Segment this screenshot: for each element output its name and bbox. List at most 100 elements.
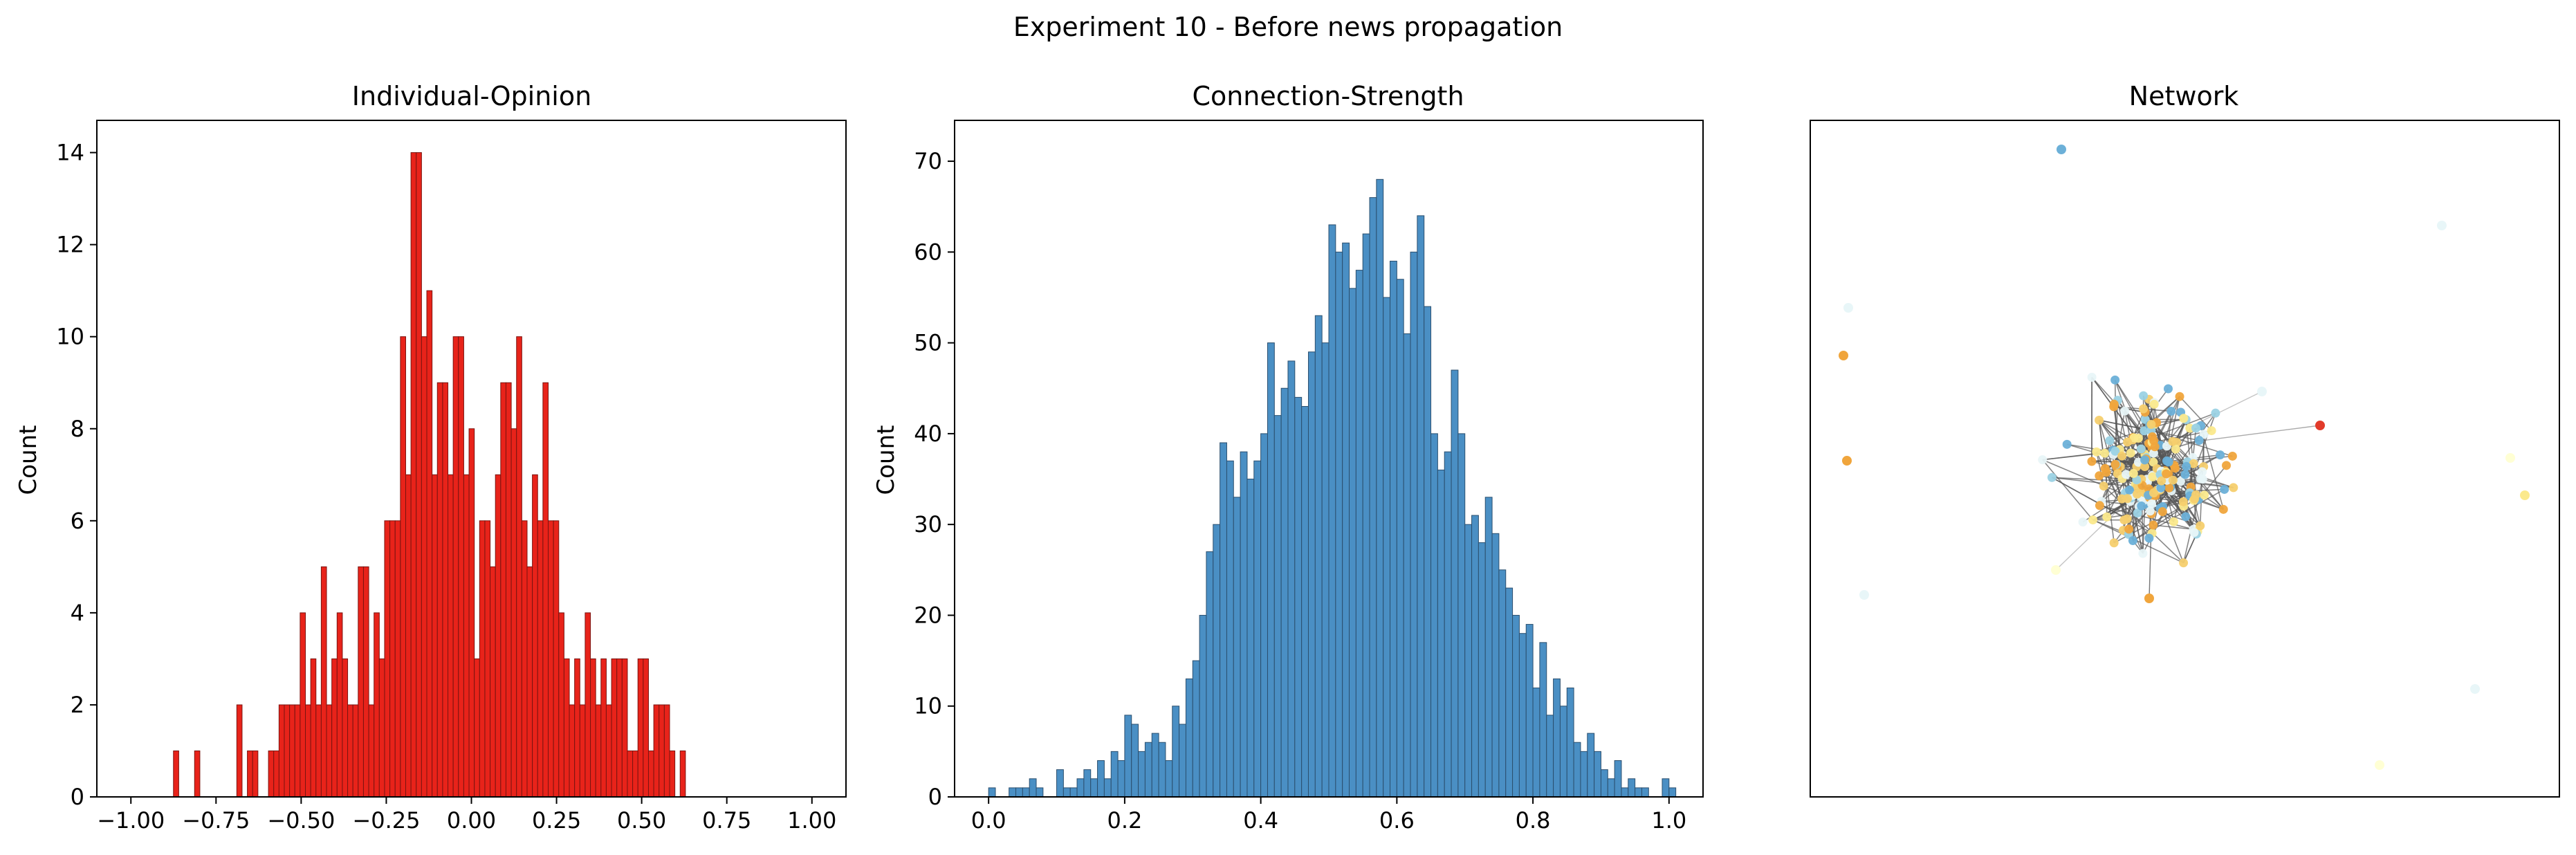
network-node: [2147, 499, 2157, 508]
connection-strength-bar: [1587, 733, 1595, 798]
network-node: [2211, 408, 2220, 418]
connection-strength-bar: [1430, 433, 1438, 798]
network-node: [2190, 494, 2200, 504]
connection-strength-bar: [1131, 724, 1139, 798]
connection-strength-bar: [1518, 633, 1527, 798]
connection-strength-bar: [1464, 524, 1473, 798]
network-node: [2139, 404, 2149, 414]
connection-strength-bar: [1369, 197, 1377, 798]
network-node: [2120, 406, 2130, 416]
connection-strength-bar: [1103, 778, 1112, 798]
individual-opinion-y-tick-label: 10: [56, 324, 84, 350]
individual-opinion-bar: [659, 704, 665, 798]
connection-strength-bar: [988, 787, 996, 798]
network-node: [2144, 594, 2154, 603]
individual-opinion-bar: [516, 336, 522, 798]
connection-strength-bar: [1213, 524, 1221, 798]
individual-opinion-bar: [574, 658, 580, 798]
connection-strength-bar: [1410, 251, 1418, 798]
individual-opinion-x-tick-label: 0.75: [702, 807, 751, 834]
network-node: [2139, 391, 2149, 401]
individual-opinion-bar: [331, 658, 338, 798]
individual-opinion-bar: [342, 658, 349, 798]
individual-opinion-bar: [326, 704, 333, 798]
individual-opinion-y-tick-label: 14: [56, 140, 84, 166]
connection-strength-bar: [1635, 787, 1642, 798]
connection-strength-bar: [1307, 351, 1316, 798]
connection-strength-bar: [1559, 706, 1567, 798]
individual-opinion-bar: [590, 658, 596, 798]
connection-strength-x-tick-label: 0.0: [971, 807, 1006, 834]
individual-opinion-bar: [500, 382, 506, 798]
connection-strength-bar: [1151, 733, 1159, 798]
panel-title-individual-opinion: Individual-Opinion: [352, 81, 591, 111]
individual-opinion-bar: [468, 428, 475, 798]
network-node: [2216, 450, 2225, 460]
individual-opinion-bar: [358, 566, 364, 798]
individual-opinion-x-tick-label: 1.00: [787, 807, 836, 834]
network-node: [2163, 384, 2173, 394]
y-axis-label-connection-strength: Count: [872, 425, 900, 495]
individual-opinion-y-tick-label: 2: [71, 692, 84, 718]
connection-strength-bar: [1076, 778, 1085, 798]
network-node: [2122, 470, 2131, 479]
network-node: [2227, 451, 2237, 461]
network-node: [2178, 497, 2188, 506]
network-node: [2123, 494, 2133, 504]
network-node: [2145, 506, 2155, 516]
network-node: [2140, 461, 2150, 471]
connection-strength-bar: [1349, 288, 1356, 798]
connection-strength-bar: [1144, 742, 1152, 798]
connection-strength-bar: [1022, 787, 1030, 798]
network-node: [2126, 448, 2135, 458]
connection-strength-bar: [1457, 433, 1466, 798]
individual-opinion-bar: [416, 152, 422, 798]
network-node: [2110, 375, 2120, 385]
network-node: [2207, 426, 2216, 436]
network-node: [2095, 501, 2104, 511]
individual-opinion-bar: [563, 658, 570, 798]
network-node: [2133, 489, 2142, 499]
individual-opinion-bar: [611, 658, 618, 798]
network-node: [2191, 423, 2201, 433]
network-edge: [2200, 425, 2225, 510]
connection-strength-bar: [1179, 724, 1186, 798]
connection-strength-bar: [1110, 751, 1119, 798]
connection-strength-bar: [1376, 178, 1384, 798]
network-edge: [2066, 443, 2166, 474]
network-edge: [2092, 519, 2184, 564]
plot-frame-connection-strength: [954, 120, 1704, 798]
network-node: [2148, 472, 2158, 481]
network-node: [2140, 426, 2149, 436]
network-node: [2175, 477, 2185, 486]
network-node: [2051, 565, 2061, 575]
individual-opinion-y-tick-label: 6: [71, 508, 84, 534]
network-node: [2119, 515, 2129, 525]
network-node: [2196, 521, 2205, 531]
network-node: [2137, 501, 2146, 511]
connection-strength-bar: [1491, 533, 1500, 798]
network-node: [2102, 512, 2112, 522]
individual-opinion-bar: [605, 704, 612, 798]
connection-strength-bar: [1396, 279, 1404, 798]
individual-opinion-bar: [521, 520, 528, 798]
individual-opinion-bar: [368, 704, 375, 798]
network-node: [2229, 483, 2238, 493]
network-graph: [1839, 145, 2530, 770]
connection-strength-bar: [1484, 497, 1493, 798]
network-node: [2194, 436, 2204, 445]
individual-opinion-bar: [284, 704, 291, 798]
network-node: [2168, 475, 2178, 485]
network-node: [1842, 456, 1852, 466]
connection-strength-bar: [1628, 778, 1636, 798]
individual-opinion-bar: [236, 704, 243, 798]
individual-opinion-bar: [505, 382, 512, 798]
connection-strength-bar: [1390, 260, 1397, 798]
connection-strength-bar: [1328, 224, 1336, 798]
connection-strength-bar: [1124, 715, 1132, 798]
connection-strength-y-tick-label: 20: [914, 602, 942, 628]
individual-opinion-x-tick-label: 0.50: [617, 807, 666, 834]
individual-opinion-x-tick-label: −1.00: [97, 807, 165, 834]
network-node: [2100, 463, 2110, 473]
